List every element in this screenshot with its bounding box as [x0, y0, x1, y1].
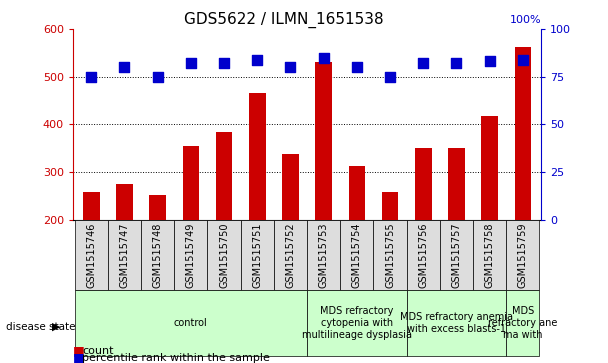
Bar — [282, 154, 299, 220]
Title: GDS5622 / ILMN_1651538: GDS5622 / ILMN_1651538 — [184, 12, 384, 28]
Bar — [216, 132, 232, 220]
Bar — [75, 220, 108, 290]
Bar — [407, 290, 506, 356]
Text: GSM1515747: GSM1515747 — [119, 222, 130, 288]
Text: GSM1515752: GSM1515752 — [285, 222, 295, 288]
Text: GSM1515751: GSM1515751 — [252, 222, 262, 288]
Bar — [340, 220, 373, 290]
Bar — [415, 148, 432, 220]
Bar — [407, 220, 440, 290]
Text: GSM1515749: GSM1515749 — [186, 222, 196, 288]
Point — [219, 60, 229, 66]
Point — [418, 60, 428, 66]
Text: ■: ■ — [73, 351, 85, 363]
Point — [120, 64, 130, 70]
Bar — [348, 166, 365, 220]
Point — [352, 64, 362, 70]
Point — [252, 57, 262, 62]
Bar — [514, 47, 531, 220]
Bar — [506, 290, 539, 356]
Text: GSM1515753: GSM1515753 — [319, 222, 329, 288]
Text: disease state: disease state — [6, 322, 75, 332]
Bar — [174, 220, 207, 290]
Point — [86, 74, 96, 79]
Text: GSM1515757: GSM1515757 — [452, 222, 461, 288]
Point — [385, 74, 395, 79]
Point — [485, 58, 494, 64]
Bar — [307, 220, 340, 290]
Bar — [182, 146, 199, 220]
Point — [286, 64, 295, 70]
Bar — [482, 116, 498, 220]
Bar — [316, 62, 332, 220]
Bar — [141, 220, 174, 290]
Text: control: control — [174, 318, 208, 328]
Text: GSM1515758: GSM1515758 — [485, 222, 495, 288]
Text: GSM1515756: GSM1515756 — [418, 222, 428, 288]
Bar — [440, 220, 473, 290]
Bar — [75, 290, 307, 356]
Bar — [274, 220, 307, 290]
Bar — [382, 192, 398, 220]
Bar — [108, 220, 141, 290]
Bar — [473, 220, 506, 290]
Point — [153, 74, 162, 79]
Text: MDS refractory anemia
with excess blasts-1: MDS refractory anemia with excess blasts… — [400, 312, 513, 334]
Bar — [448, 148, 465, 220]
Point — [319, 55, 328, 61]
Bar — [249, 93, 266, 220]
Bar — [207, 220, 241, 290]
Bar — [116, 184, 133, 220]
Bar — [307, 290, 407, 356]
Bar — [506, 220, 539, 290]
Text: percentile rank within the sample: percentile rank within the sample — [82, 353, 270, 363]
Text: GSM1515759: GSM1515759 — [518, 222, 528, 288]
Text: 100%: 100% — [510, 15, 541, 25]
Text: MDS
refractory ane
ma with: MDS refractory ane ma with — [488, 306, 558, 340]
Bar — [241, 220, 274, 290]
Text: GSM1515754: GSM1515754 — [352, 222, 362, 288]
Text: ▶: ▶ — [52, 322, 60, 332]
Point — [452, 60, 461, 66]
Text: count: count — [82, 346, 114, 356]
Text: GSM1515750: GSM1515750 — [219, 222, 229, 288]
Point — [186, 60, 196, 66]
Bar — [150, 195, 166, 220]
Text: MDS refractory
cytopenia with
multilineage dysplasia: MDS refractory cytopenia with multilinea… — [302, 306, 412, 340]
Bar — [83, 192, 100, 220]
Bar — [373, 220, 407, 290]
Text: GSM1515748: GSM1515748 — [153, 222, 162, 288]
Text: GSM1515755: GSM1515755 — [385, 222, 395, 288]
Point — [518, 57, 528, 62]
Text: GSM1515746: GSM1515746 — [86, 222, 96, 288]
Text: ■: ■ — [73, 344, 85, 357]
